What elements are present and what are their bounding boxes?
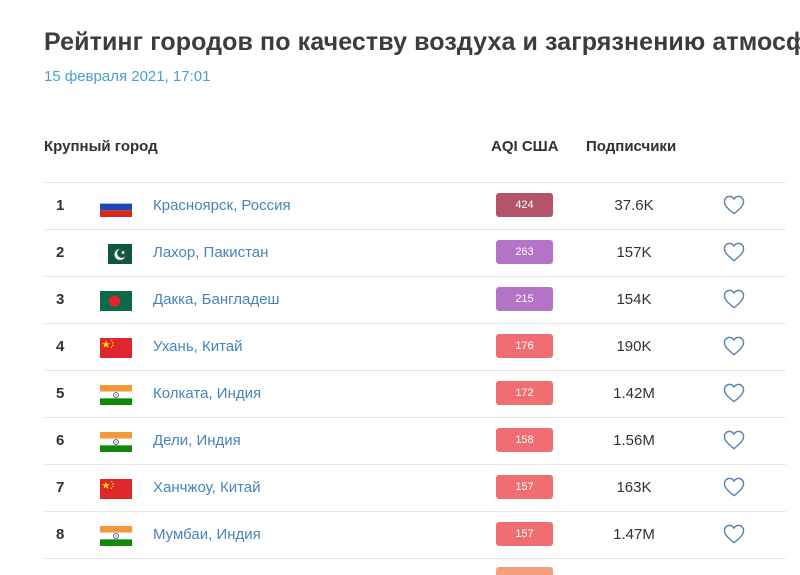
city-link[interactable]: Колката, Индия (153, 385, 262, 402)
rank-number: 1 (56, 197, 65, 214)
column-header-subscribers[interactable]: Подписчики (586, 138, 677, 155)
india-flag-icon (100, 526, 132, 546)
heart-outline-icon[interactable] (723, 242, 745, 262)
rank-number: 6 (56, 432, 65, 449)
subscriber-count: 1.42M (613, 385, 655, 402)
table-body: 1 Красноярск, Россия 424 37.6K 2 Лахор, Пакис… (44, 183, 786, 559)
india-flag-icon (100, 432, 132, 452)
aqi-badge: 157 (496, 475, 553, 499)
aqi-badge: 176 (496, 334, 553, 358)
ranking-table: Крупный город AQI США Подписчики 1 Красно… (44, 130, 786, 575)
table-row: 1 Красноярск, Россия 424 37.6K (44, 183, 786, 230)
update-timestamp: 15 февраля 2021, 17:01 (44, 68, 211, 85)
heart-outline-icon[interactable] (723, 477, 745, 497)
subscriber-count: 1.47M (613, 526, 655, 543)
column-header-city[interactable]: Крупный город (44, 138, 158, 155)
subscriber-count: 1.56M (613, 432, 655, 449)
heart-outline-icon[interactable] (723, 430, 745, 450)
table-row: 8 Мумбаи, Индия 157 1.47M (44, 512, 786, 559)
aqi-badge: 215 (496, 287, 553, 311)
subscriber-count: 190K (616, 338, 652, 355)
city-link[interactable]: Ханчжоу, Китай (153, 479, 261, 496)
city-link[interactable]: Лахор, Пакистан (153, 244, 269, 261)
rank-number: 8 (56, 526, 65, 543)
rank-number: 4 (56, 338, 65, 355)
table-row: 5 Колката, Индия 172 1.42M (44, 371, 786, 418)
aqi-badge-partial (496, 567, 553, 575)
table-header: Крупный город AQI США Подписчики (44, 130, 786, 183)
subscriber-count: 157K (616, 244, 652, 261)
heart-outline-icon[interactable] (723, 383, 745, 403)
rank-number: 2 (56, 244, 65, 261)
table-row: 2 Лахор, Пакистан 263 157K (44, 230, 786, 277)
china-flag-icon (100, 338, 132, 358)
table-row-partial (44, 559, 786, 575)
rank-number: 5 (56, 385, 65, 402)
city-link[interactable]: Мумбаи, Индия (153, 526, 261, 543)
russia-flag-icon (100, 197, 132, 217)
india-flag-icon (100, 385, 132, 405)
china-flag-icon (100, 479, 132, 499)
table-row: 6 Дели, Индия 158 1.56M (44, 418, 786, 465)
subscriber-count: 154K (616, 291, 652, 308)
column-header-aqi[interactable]: AQI США (491, 138, 559, 155)
heart-outline-icon[interactable] (723, 289, 745, 309)
table-row: 7 Ханчжоу, Китай 157 163K (44, 465, 786, 512)
aqi-badge: 172 (496, 381, 553, 405)
rank-number: 3 (56, 291, 65, 308)
rank-number: 7 (56, 479, 65, 496)
heart-outline-icon[interactable] (723, 336, 745, 356)
bangladesh-flag-icon (100, 291, 132, 311)
subscriber-count: 163K (616, 479, 652, 496)
aqi-badge: 424 (496, 193, 553, 217)
aqi-badge: 158 (496, 428, 553, 452)
city-link[interactable]: Красноярск, Россия (153, 197, 291, 214)
city-link[interactable]: Дели, Индия (153, 432, 241, 449)
aqi-badge: 157 (496, 522, 553, 546)
heart-outline-icon[interactable] (723, 195, 745, 215)
table-row: 4 Ухань, Китай 176 190K (44, 324, 786, 371)
page-title: Рейтинг городов по качеству воздуха и за… (44, 28, 800, 56)
heart-outline-icon[interactable] (723, 524, 745, 544)
table-row: 3 Дакка, Бангладеш 215 154K (44, 277, 786, 324)
pakistan-flag-icon (100, 244, 132, 264)
subscriber-count: 37.6K (614, 197, 654, 214)
city-link[interactable]: Дакка, Бангладеш (153, 291, 280, 308)
aqi-badge: 263 (496, 240, 553, 264)
city-link[interactable]: Ухань, Китай (153, 338, 243, 355)
